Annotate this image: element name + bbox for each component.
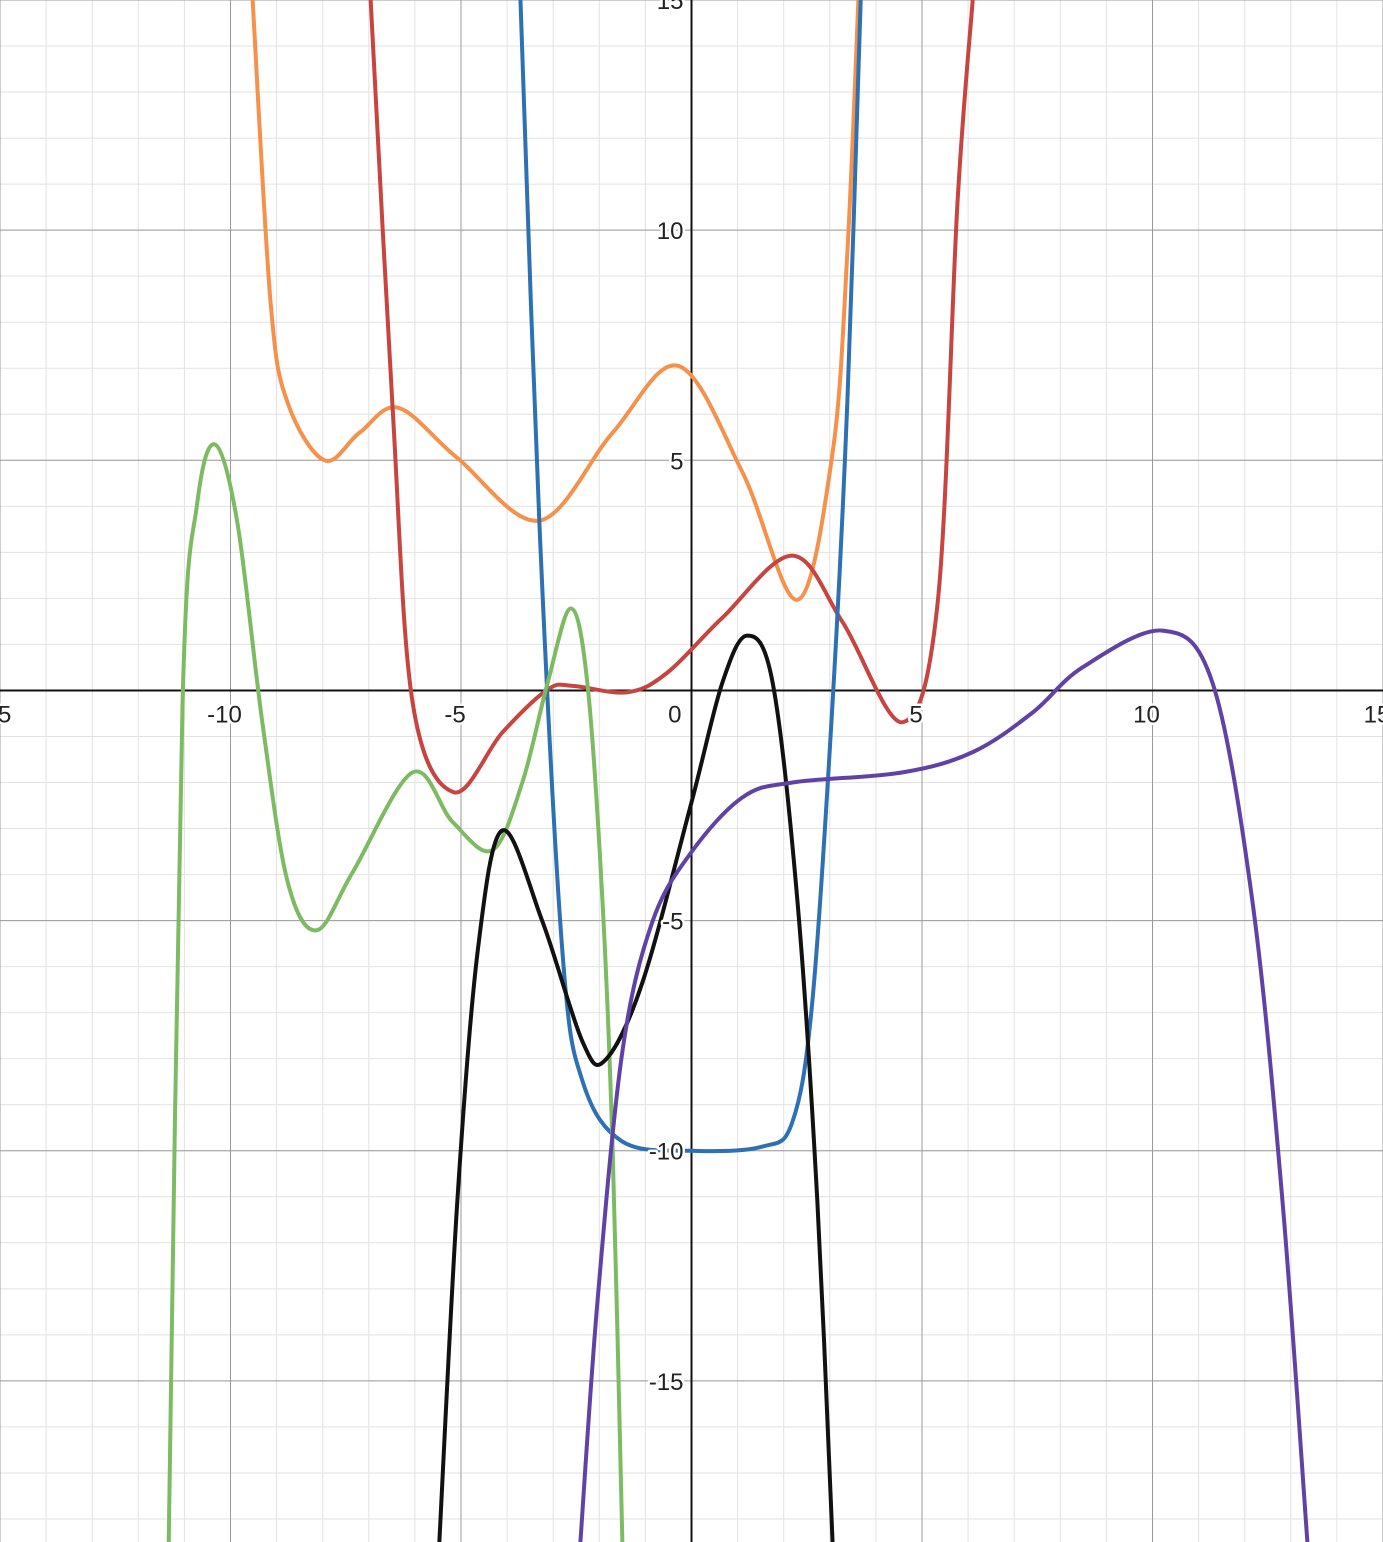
x-tick-label: 5 bbox=[909, 701, 922, 728]
x-tick-label: -15 bbox=[0, 701, 11, 728]
curve bbox=[250, 0, 861, 602]
y-tick-label: 5 bbox=[670, 448, 683, 475]
x-tick-label: 0 bbox=[668, 701, 681, 728]
y-tick-label: -10 bbox=[649, 1139, 684, 1166]
curve bbox=[166, 442, 625, 1542]
curves bbox=[166, 0, 1310, 1542]
y-tick-label: -5 bbox=[662, 909, 683, 936]
curve bbox=[368, 0, 975, 795]
y-tick-label: 10 bbox=[657, 218, 684, 245]
curve bbox=[578, 628, 1310, 1542]
curve bbox=[518, 0, 863, 1154]
x-tick-label: 10 bbox=[1133, 701, 1160, 728]
y-tick-label: 15 bbox=[657, 0, 684, 15]
curve bbox=[437, 633, 835, 1542]
y-tick-label: -15 bbox=[649, 1369, 684, 1396]
x-tick-label: -5 bbox=[444, 701, 465, 728]
x-tick-label: -10 bbox=[207, 701, 242, 728]
x-tick-label: 15 bbox=[1364, 701, 1383, 728]
